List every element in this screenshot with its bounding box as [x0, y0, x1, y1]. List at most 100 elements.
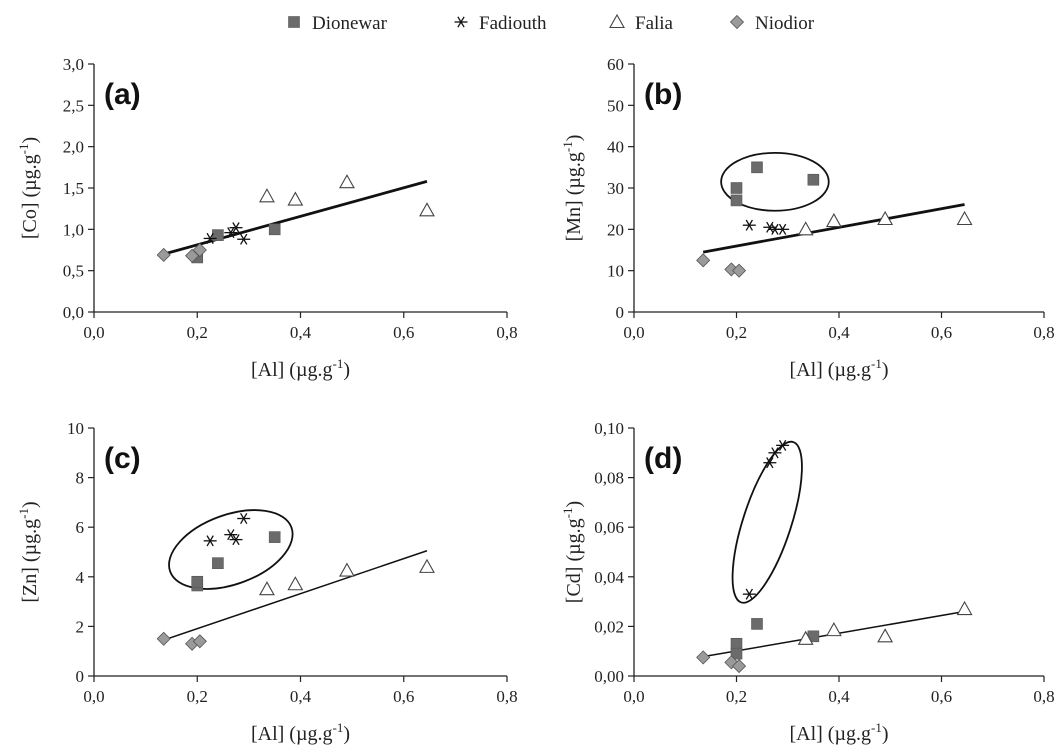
x-tick-label: 0,6 [393, 687, 414, 706]
y-axis-label: [Zn] (µg.g-1) [16, 501, 41, 602]
y-axis-label: [Cd] (µg.g-1) [560, 501, 585, 603]
panel-label: (b) [644, 78, 682, 111]
panel-label: (d) [644, 442, 682, 475]
x-tick-label: 0,2 [726, 323, 747, 342]
x-axis-label: [Al] (µg.g-1) [251, 356, 350, 381]
y-axis-label: [Mn] (µg.g-1) [560, 135, 585, 242]
data-point-fadiouth [237, 233, 251, 245]
x-tick-label: 0,2 [726, 687, 747, 706]
y-tick-label: 0 [616, 303, 625, 322]
y-tick-label: 30 [607, 179, 624, 198]
data-point-fadiouth [776, 439, 790, 451]
triangle-marker-icon [609, 13, 625, 29]
data-point-falia [797, 221, 814, 236]
data-point-fadiouth [776, 223, 790, 235]
x-tick-label: 0,4 [290, 323, 312, 342]
y-tick-label: 20 [607, 220, 624, 239]
data-point-niodior [156, 247, 171, 263]
x-tick-label: 0,2 [187, 687, 208, 706]
legend-label: Dionewar [312, 13, 388, 34]
data-point-falia [797, 630, 814, 645]
chart-panel-d: 0,00 0,02 0,04 0,06 0,08 0,10 0,0 0,2 0,4 0,6 0,8 [… [560, 419, 1055, 745]
square-marker-icon [288, 16, 300, 28]
y-tick-label: 40 [607, 138, 624, 157]
data-point-niodior [731, 263, 747, 278]
legend-label: Fadiouth [479, 13, 547, 34]
data-point-fadiouth [203, 535, 217, 547]
data-point-niodior [156, 631, 171, 646]
data-point-fadiouth [768, 447, 782, 459]
x-axis-label: [Al] (µg.g-1) [789, 720, 888, 745]
y-tick-label: 0,04 [594, 568, 624, 587]
x-tick-label: 0,0 [83, 687, 104, 706]
y-tick-label: 2,5 [63, 96, 84, 115]
y-tick-label: 10 [67, 419, 84, 438]
data-point-fadiouth [742, 588, 756, 600]
data-point-falia [287, 191, 304, 206]
data-point-fadiouth [203, 232, 217, 244]
chart-panels: 0,0 0,5 1,0 1,5 2,0 2,5 3,0 0,0 0,2 0,4 0,6 0,8 [Al]… [16, 55, 1055, 745]
data-point-dionewar [268, 223, 281, 236]
data-point-falia [825, 212, 842, 228]
y-tick-label: 0,02 [594, 617, 624, 636]
data-point-niodior [192, 634, 207, 649]
x-tick-label: 0,4 [828, 687, 850, 706]
chart-panel-c: 0 2 4 6 8 10 0,0 0,2 0,4 0,6 0,8 [Al] (µg.g-1) [Zn] … [16, 419, 518, 745]
legend-item-fadiouth: Fadiouth [454, 13, 547, 34]
x-tick-label: 0,8 [1033, 687, 1054, 706]
data-point-falia [287, 576, 304, 591]
data-point-falia [956, 210, 973, 226]
data-point-dionewar [807, 173, 820, 186]
x-tick-label: 0,6 [931, 687, 952, 706]
diamond-marker-icon [729, 14, 745, 30]
trendline [702, 203, 965, 254]
data-point-fadiouth [224, 227, 238, 239]
data-point-falia [419, 558, 435, 573]
y-tick-label: 6 [76, 518, 85, 537]
data-point-dionewar [751, 161, 763, 174]
data-point-fadiouth [742, 219, 756, 231]
data-point-dionewar [268, 531, 281, 543]
y-tick-label: 0,08 [594, 469, 624, 488]
y-tick-label: 50 [607, 96, 624, 115]
trendline [163, 550, 428, 641]
y-tick-label: 8 [76, 469, 85, 488]
y-tick-label: 0,10 [594, 419, 624, 438]
x-tick-label: 0,6 [393, 323, 414, 342]
data-point-dionewar [191, 575, 204, 588]
data-point-dionewar [751, 618, 763, 630]
y-tick-label: 1,0 [63, 220, 84, 239]
x-tick-label: 0,0 [623, 687, 644, 706]
data-point-fadiouth [237, 512, 251, 525]
data-point-niodior [192, 242, 207, 258]
data-point-niodior [731, 659, 747, 674]
data-point-fadiouth [229, 534, 243, 546]
panel-label: (a) [104, 78, 141, 111]
y-tick-label: 2 [76, 617, 85, 636]
y-tick-label: 2,0 [63, 138, 84, 157]
x-tick-label: 0,4 [828, 323, 850, 342]
x-axis-label: [Al] (µg.g-1) [789, 356, 888, 381]
data-point-falia [956, 600, 973, 616]
legend-item-dionewar: Dionewar [288, 13, 388, 34]
chart-panel-b: 0 10 20 30 40 50 60 0,0 0,2 0,4 0,6 0,8 [Al] (µg.g-1… [560, 55, 1055, 381]
data-point-fadiouth [763, 457, 777, 469]
y-tick-label: 0,0 [63, 303, 84, 322]
data-point-falia [877, 628, 894, 643]
data-point-falia [825, 621, 842, 637]
x-tick-label: 0,8 [496, 323, 517, 342]
y-tick-label: 0,00 [594, 667, 624, 686]
y-tick-label: 1,5 [63, 179, 84, 198]
cluster-ellipse [731, 440, 803, 604]
legend-item-niodior: Niodior [729, 13, 815, 34]
y-tick-label: 60 [607, 55, 624, 74]
x-tick-label: 0,8 [496, 687, 517, 706]
data-point-dionewar [730, 194, 743, 207]
data-point-dionewar [730, 182, 743, 194]
cluster-ellipse [168, 509, 294, 590]
data-point-niodior [696, 650, 711, 665]
legend-label: Falia [635, 13, 674, 34]
x-axis-label: [Al] (µg.g-1) [251, 720, 350, 745]
data-point-dionewar [730, 637, 743, 650]
